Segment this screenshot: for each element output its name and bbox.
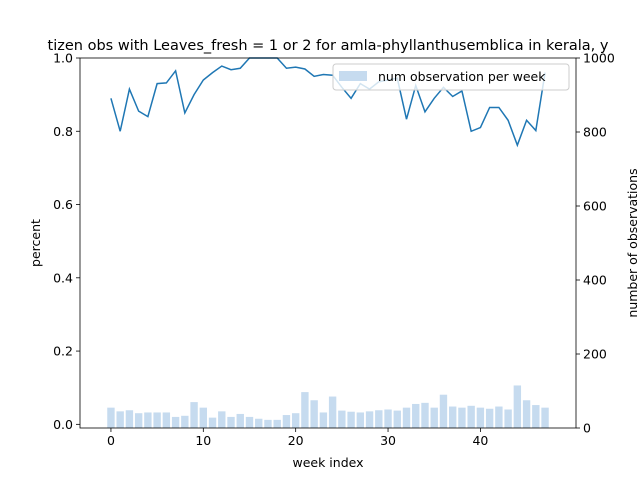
y-right-tick-label: 400	[583, 273, 607, 288]
bar	[375, 410, 383, 428]
bar	[144, 412, 152, 428]
bar	[532, 405, 540, 428]
y-right-tick-label: 1000	[583, 51, 615, 66]
x-tick-label: 30	[380, 433, 396, 448]
bar	[282, 415, 291, 428]
bar	[393, 410, 401, 428]
bar	[448, 406, 457, 428]
bar	[255, 418, 263, 428]
bar	[356, 412, 365, 428]
x-tick-label: 0	[107, 433, 115, 448]
bar-series	[107, 385, 549, 428]
bar	[310, 400, 318, 428]
chart-title: tizen obs with Leaves_fresh = 1 or 2 for…	[48, 38, 609, 54]
bar	[171, 416, 180, 428]
bar	[301, 392, 309, 428]
y-right-axis-label: number of observations	[625, 168, 640, 317]
x-axis-ticks: 0 10 20 30 40	[107, 428, 488, 448]
x-tick-label: 40	[472, 433, 488, 448]
legend-box	[332, 63, 570, 91]
legend-swatch	[339, 71, 367, 81]
bar	[181, 415, 189, 428]
bar	[264, 419, 272, 428]
bar	[504, 409, 512, 428]
y-right-tick-label: 0	[583, 421, 591, 436]
bar	[485, 408, 494, 428]
bar	[218, 411, 226, 428]
x-tick-label: 20	[288, 433, 304, 448]
bar	[153, 412, 161, 428]
bar	[291, 413, 300, 428]
y-left-axis-label: percent	[28, 219, 43, 267]
bar	[476, 407, 485, 428]
bar	[208, 417, 217, 428]
bar	[430, 407, 438, 428]
y-right-axis-ticks: 0 200 400 600 800 1000	[576, 51, 615, 436]
x-tick-label: 10	[195, 433, 211, 448]
y-left-tick-label: 0.4	[53, 270, 73, 285]
bar	[273, 419, 281, 428]
y-left-axis-ticks: 0.0 0.2 0.4 0.6 0.8 1.0	[53, 51, 80, 432]
bar	[522, 400, 531, 428]
bar	[134, 413, 143, 428]
bar	[412, 403, 420, 428]
legend-label: num observation per week	[378, 69, 546, 84]
y-right-tick-label: 600	[583, 199, 607, 214]
y-left-tick-label: 0.8	[53, 124, 73, 139]
y-left-tick-label: 0.0	[53, 417, 73, 432]
bar	[245, 416, 254, 428]
bar	[365, 411, 374, 428]
bar	[421, 402, 429, 428]
y-left-tick-label: 0.2	[53, 344, 73, 359]
bar	[513, 385, 522, 428]
bar	[199, 407, 208, 428]
bar	[402, 407, 411, 428]
y-left-tick-label: 0.6	[53, 197, 73, 212]
y-left-tick-label: 1.0	[53, 51, 73, 66]
y-right-tick-label: 800	[583, 125, 607, 140]
bar	[162, 412, 171, 428]
bar	[236, 413, 244, 428]
bar	[125, 410, 134, 428]
y-right-tick-label: 200	[583, 347, 607, 362]
percent-line	[110, 57, 546, 148]
bar	[328, 396, 337, 428]
bar	[107, 407, 115, 428]
legend: num observation per week	[332, 63, 570, 91]
bar	[541, 407, 549, 428]
x-axis-label: week index	[292, 455, 363, 470]
bar	[227, 416, 235, 428]
bar	[384, 409, 392, 428]
bar	[190, 402, 198, 428]
bar	[338, 410, 346, 428]
bar	[319, 412, 328, 428]
bar	[495, 406, 503, 428]
plot-frame	[79, 57, 577, 429]
bar	[439, 394, 448, 428]
bar	[458, 407, 466, 428]
bar	[116, 411, 124, 428]
bar	[347, 411, 355, 428]
bar	[467, 405, 475, 428]
